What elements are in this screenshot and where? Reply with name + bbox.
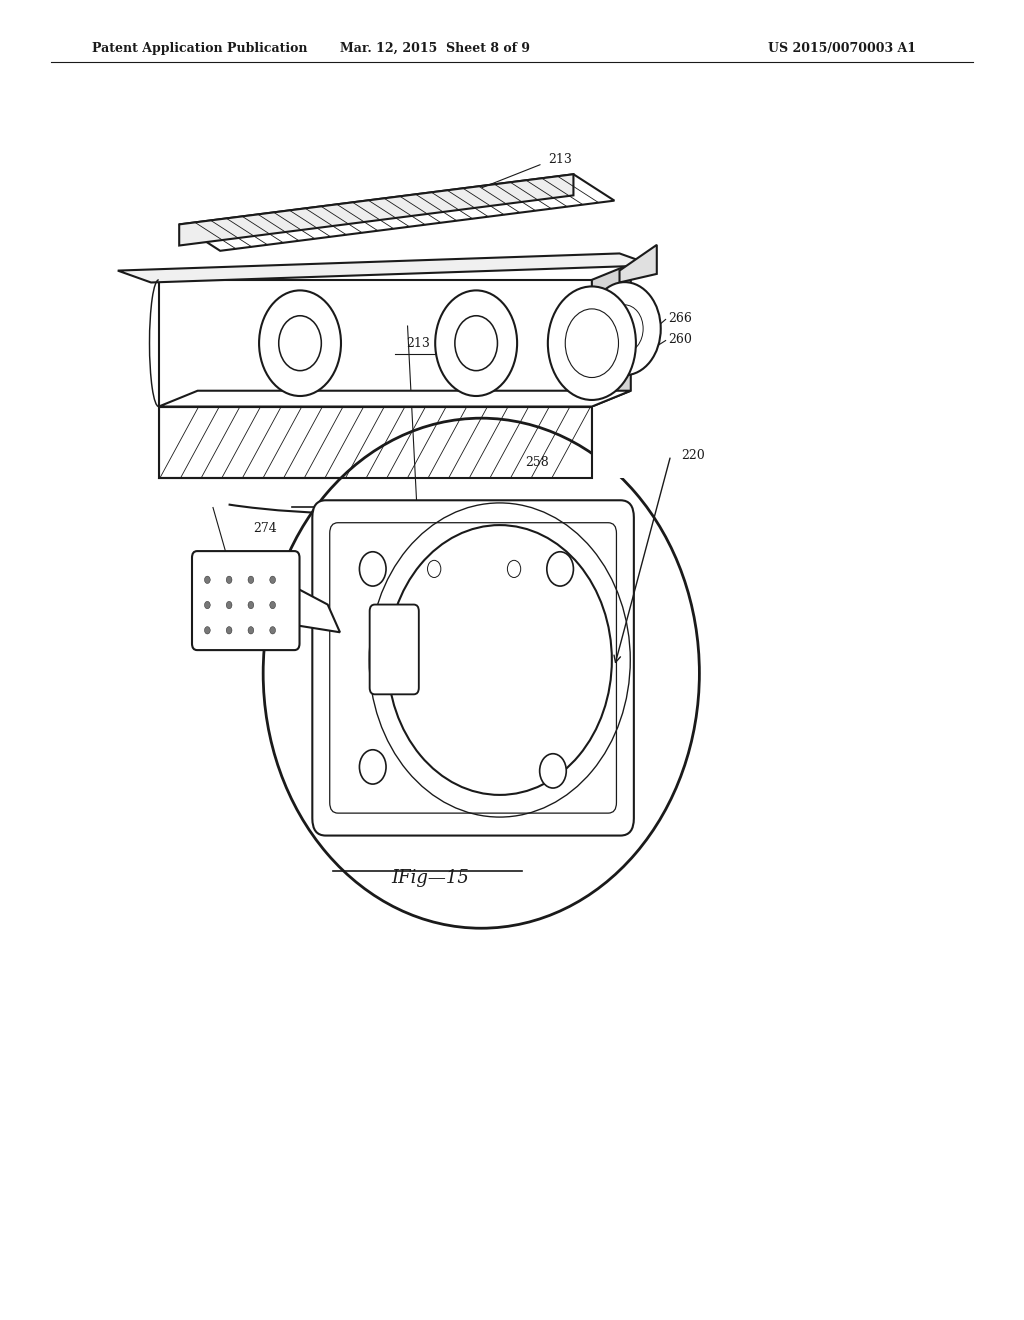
Polygon shape bbox=[118, 253, 653, 282]
Text: IFig—15: IFig—15 bbox=[391, 869, 469, 887]
Text: IFig—14: IFig—14 bbox=[330, 504, 408, 523]
Text: Patent Application Publication: Patent Application Publication bbox=[92, 42, 307, 55]
Circle shape bbox=[547, 552, 573, 586]
Circle shape bbox=[205, 627, 210, 634]
Circle shape bbox=[248, 602, 254, 609]
Polygon shape bbox=[179, 174, 614, 251]
FancyBboxPatch shape bbox=[193, 552, 299, 649]
Circle shape bbox=[589, 282, 660, 375]
Circle shape bbox=[508, 560, 520, 578]
Polygon shape bbox=[0, 407, 159, 478]
Circle shape bbox=[606, 305, 643, 352]
Text: 220: 220 bbox=[681, 449, 705, 462]
Polygon shape bbox=[159, 280, 592, 407]
Circle shape bbox=[248, 627, 254, 634]
Circle shape bbox=[359, 552, 386, 586]
Text: 260: 260 bbox=[669, 333, 692, 346]
Circle shape bbox=[548, 286, 636, 400]
Polygon shape bbox=[291, 585, 340, 632]
Circle shape bbox=[205, 602, 210, 609]
Text: 266: 266 bbox=[669, 312, 692, 325]
Ellipse shape bbox=[387, 525, 612, 795]
Circle shape bbox=[259, 290, 341, 396]
Circle shape bbox=[435, 290, 517, 396]
FancyBboxPatch shape bbox=[312, 500, 634, 836]
Circle shape bbox=[455, 315, 498, 371]
Circle shape bbox=[226, 602, 232, 609]
Polygon shape bbox=[179, 174, 573, 246]
Circle shape bbox=[269, 576, 275, 583]
Polygon shape bbox=[159, 391, 631, 407]
Circle shape bbox=[226, 576, 232, 583]
Text: 213: 213 bbox=[548, 153, 571, 166]
Polygon shape bbox=[592, 407, 1024, 478]
Circle shape bbox=[359, 750, 386, 784]
Text: 258: 258 bbox=[525, 455, 549, 469]
Circle shape bbox=[248, 576, 254, 583]
Circle shape bbox=[269, 602, 275, 609]
Circle shape bbox=[279, 315, 322, 371]
Circle shape bbox=[428, 560, 440, 578]
Polygon shape bbox=[620, 244, 656, 282]
Circle shape bbox=[226, 627, 232, 634]
Polygon shape bbox=[592, 264, 631, 407]
Polygon shape bbox=[159, 407, 592, 478]
Text: 274: 274 bbox=[253, 521, 276, 535]
Circle shape bbox=[540, 754, 566, 788]
FancyBboxPatch shape bbox=[370, 605, 419, 694]
Text: 213: 213 bbox=[406, 337, 430, 350]
Text: US 2015/0070003 A1: US 2015/0070003 A1 bbox=[768, 42, 916, 55]
Circle shape bbox=[269, 627, 275, 634]
Ellipse shape bbox=[263, 418, 699, 928]
Circle shape bbox=[205, 576, 210, 583]
Circle shape bbox=[565, 309, 618, 378]
Text: Mar. 12, 2015  Sheet 8 of 9: Mar. 12, 2015 Sheet 8 of 9 bbox=[340, 42, 530, 55]
